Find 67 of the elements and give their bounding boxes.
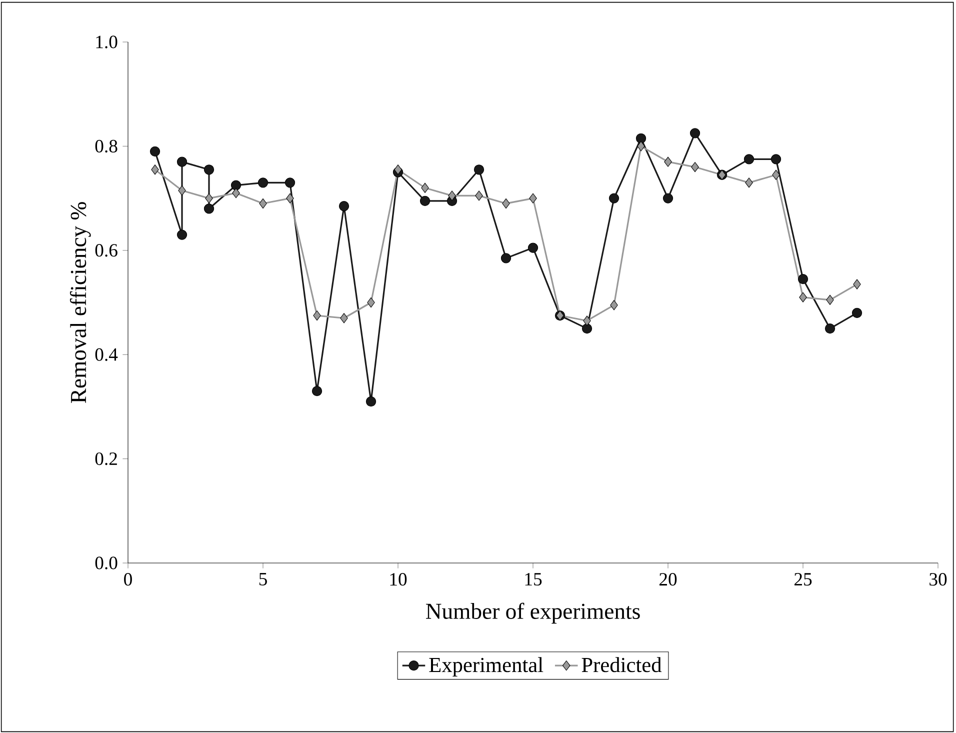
point	[745, 178, 753, 188]
legend-label: Experimental	[429, 657, 544, 677]
point	[474, 164, 484, 175]
y-axis-title: Removal efficiency %	[70, 202, 91, 403]
point	[636, 133, 646, 144]
x-tick-label: 10	[390, 573, 407, 586]
point	[744, 154, 754, 164]
y-tick-label: 0.0	[95, 556, 118, 570]
point	[258, 178, 268, 188]
point	[367, 297, 375, 308]
point	[853, 279, 861, 290]
y-tick-label: 0.4	[95, 348, 118, 361]
point	[232, 188, 240, 198]
point	[448, 190, 456, 201]
point	[637, 141, 645, 152]
x-axis-title: Number of experiments	[426, 602, 640, 624]
point	[312, 386, 322, 396]
point	[150, 146, 160, 156]
point	[205, 193, 213, 204]
x-tick-label: 30	[930, 573, 947, 586]
point	[204, 164, 214, 175]
point	[770, 154, 782, 164]
point	[799, 292, 807, 302]
point	[662, 193, 674, 204]
point	[691, 162, 699, 172]
point	[798, 274, 808, 284]
x-tick-label: 0	[124, 573, 132, 586]
point	[772, 170, 780, 180]
point	[610, 300, 618, 310]
point	[421, 182, 429, 193]
y-tick-label: 0.6	[95, 244, 118, 257]
point	[852, 308, 862, 318]
point	[338, 201, 350, 212]
point	[284, 178, 296, 188]
point	[500, 253, 512, 264]
point	[340, 313, 348, 324]
x-tick-label: 15	[525, 573, 542, 586]
point	[502, 198, 510, 209]
point	[420, 196, 430, 206]
point	[824, 323, 836, 334]
point	[151, 164, 159, 175]
point	[475, 190, 483, 201]
x-tick-label: 5	[259, 573, 267, 586]
point	[313, 310, 321, 321]
point	[664, 156, 672, 167]
point	[529, 193, 537, 204]
point	[286, 193, 294, 204]
x-tick-label: 20	[659, 573, 677, 586]
point	[176, 156, 188, 167]
point	[528, 242, 538, 253]
point	[690, 128, 700, 138]
point	[230, 180, 242, 190]
legend-label: Predicted	[582, 657, 662, 672]
point	[178, 185, 186, 196]
y-tick-label: 0.2	[95, 452, 117, 466]
point	[394, 164, 402, 175]
y-tick-label: 1.0	[96, 36, 118, 48]
point	[608, 193, 620, 204]
point	[826, 294, 834, 305]
point	[582, 323, 592, 334]
point	[366, 396, 376, 407]
point	[259, 198, 267, 209]
point	[583, 316, 591, 326]
point	[204, 204, 214, 214]
y-tick-label: 0.8	[95, 140, 118, 153]
point	[176, 230, 188, 240]
x-tick-label: 25	[794, 573, 812, 586]
